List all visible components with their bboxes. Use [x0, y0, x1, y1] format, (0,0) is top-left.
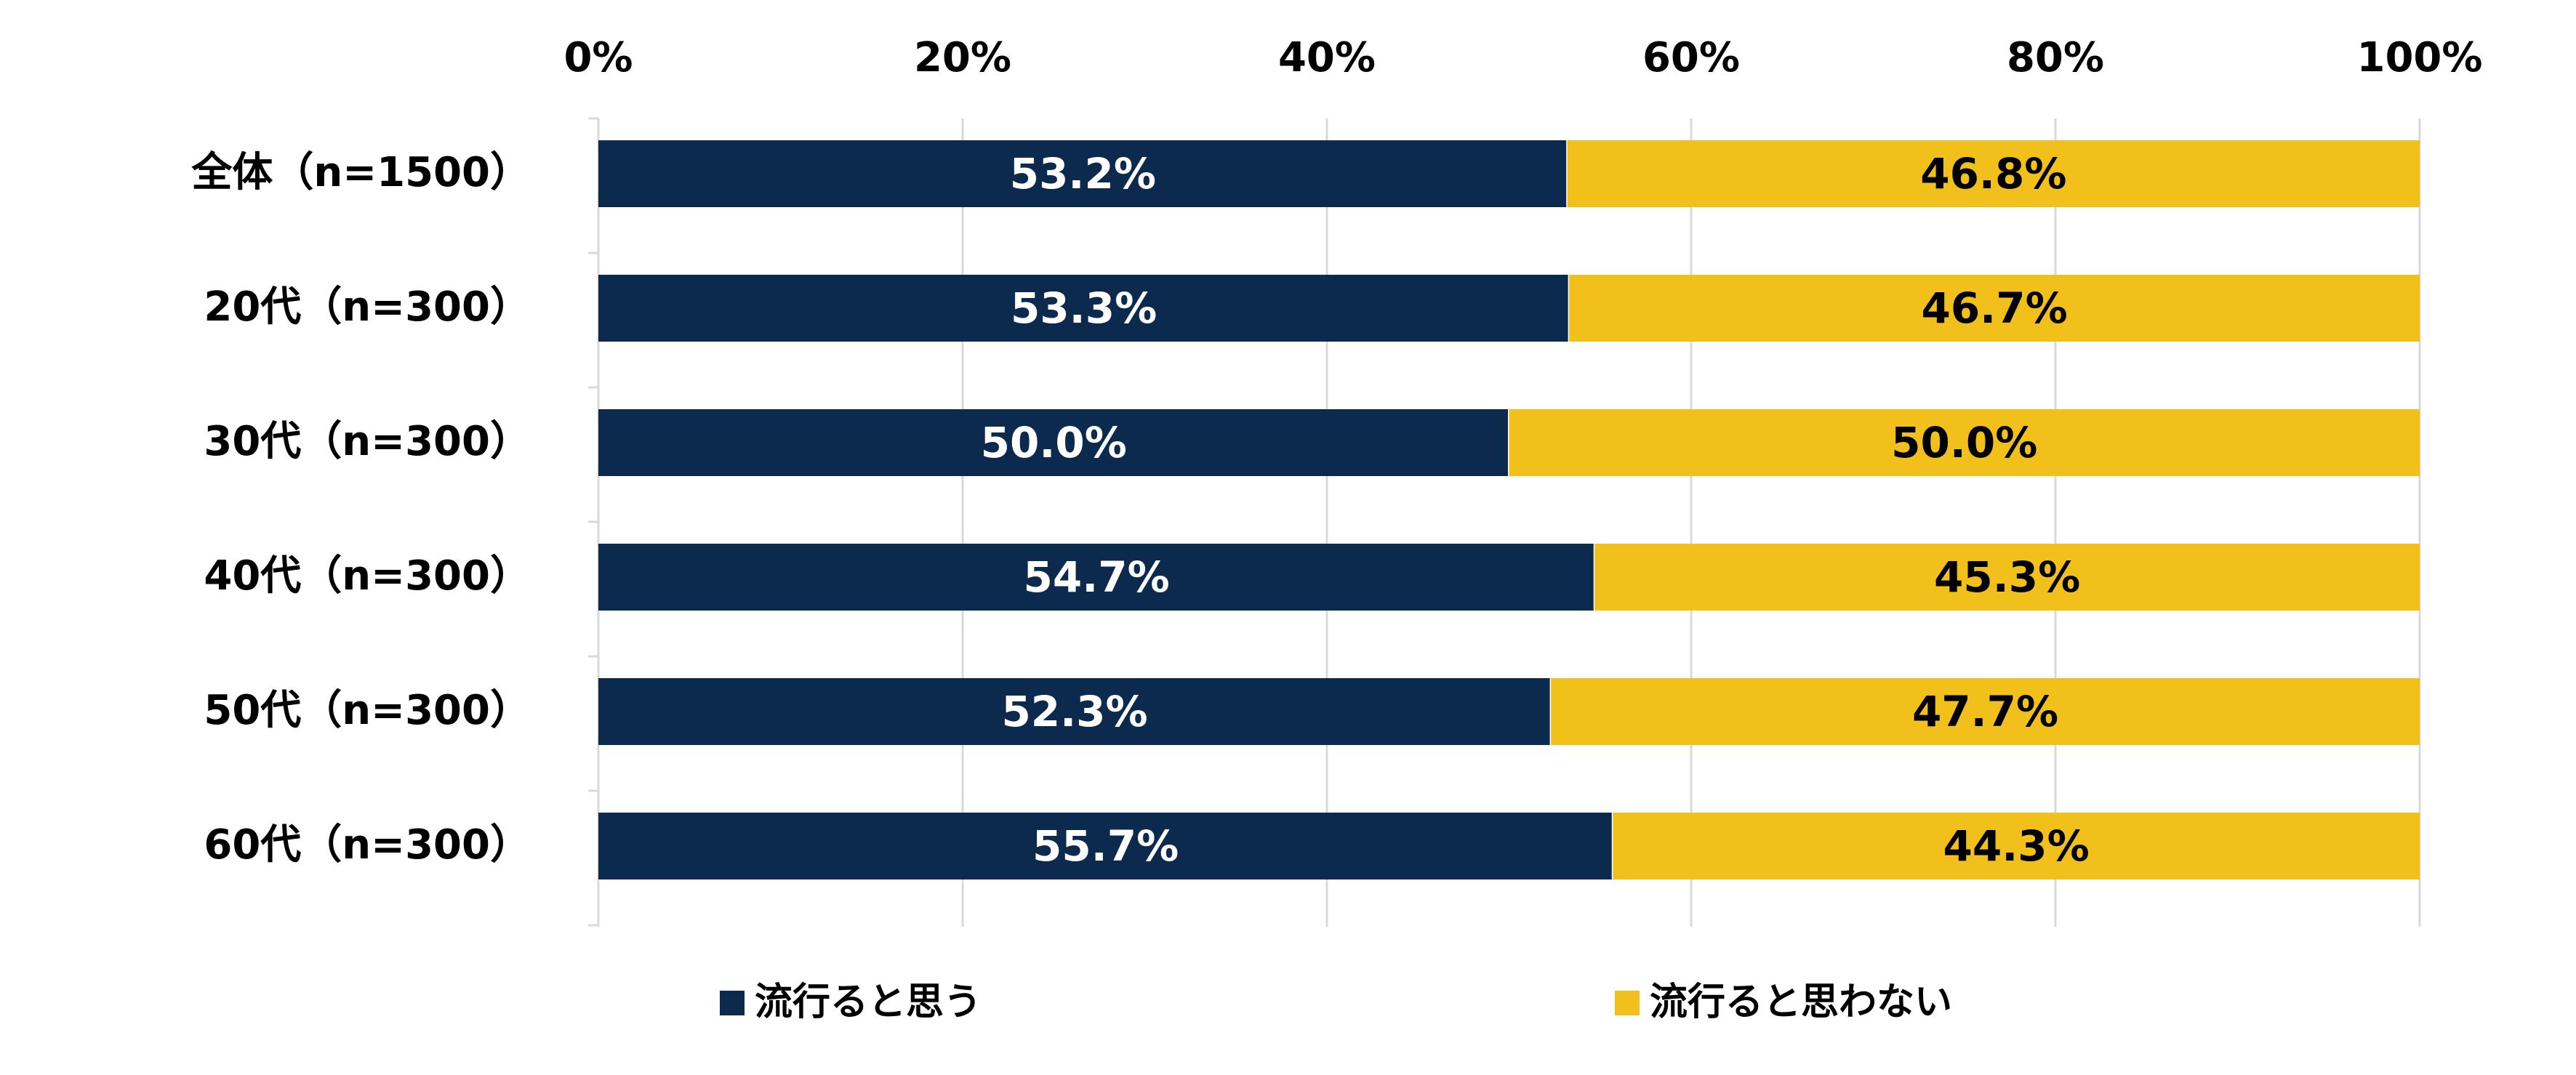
legend-label-0: 流行ると思う — [755, 981, 982, 1024]
category-labels: 全体（n=1500） 20代（n=300） 30代（n=300） 40代（n=300）… — [190, 149, 531, 869]
bar-yes-5 — [598, 813, 1613, 879]
category-label-4: 50代（n=300） — [204, 687, 531, 734]
category-label-2: 30代（n=300） — [204, 418, 531, 465]
category-label-3: 40代（n=300） — [204, 552, 531, 600]
legend-swatch-1 — [1615, 991, 1640, 1015]
bar-label-yes-4: 52.3% — [1001, 687, 1147, 736]
bar-no-1 — [1569, 275, 2420, 342]
bar-label-no-2: 50.0% — [1891, 418, 2037, 467]
x-tick-label-0: 0% — [563, 34, 633, 81]
x-tick-label-5: 100% — [2356, 34, 2482, 81]
x-tick-label-3: 60% — [1642, 34, 1740, 81]
legend-label-1: 流行ると思わない — [1650, 981, 1952, 1024]
bar-label-yes-3: 54.7% — [1024, 552, 1170, 602]
bar-label-yes-5: 55.7% — [1032, 821, 1179, 871]
category-label-0: 全体（n=1500） — [190, 149, 531, 196]
bar-data-labels: 53.2% 46.8% 53.3% 46.7% 50.0% 50.0% 54.7% 45.3%… — [981, 149, 2090, 871]
bar-yes-1 — [598, 275, 1570, 342]
bar-yes-3 — [598, 544, 1595, 611]
bar-no-3 — [1594, 544, 2420, 611]
bar-no-2 — [1509, 409, 2420, 476]
gridlines — [961, 118, 2421, 927]
legend: 流行ると思う 流行ると思わない — [720, 981, 1952, 1024]
bar-label-no-1: 46.7% — [1921, 283, 2067, 333]
category-label-5: 60代（n=300） — [204, 821, 531, 869]
bar-label-no-4: 47.7% — [1912, 687, 2058, 736]
x-tick-label-2: 40% — [1278, 34, 1376, 81]
x-tick-label-4: 80% — [2007, 34, 2104, 81]
bar-label-yes-0: 53.2% — [1010, 149, 1156, 198]
bar-label-no-3: 45.3% — [1934, 552, 2080, 602]
bar-yes-0 — [598, 140, 1568, 207]
bar-yes-4 — [598, 678, 1552, 745]
category-axis — [588, 117, 600, 927]
bar-label-no-5: 44.3% — [1943, 821, 2090, 871]
bar-yes-2 — [598, 409, 1509, 476]
bar-no-4 — [1551, 678, 2420, 745]
bar-no-5 — [1613, 813, 2420, 879]
bar-no-0 — [1567, 140, 2420, 207]
bar-label-yes-2: 50.0% — [981, 418, 1127, 467]
legend-swatch-0 — [720, 991, 745, 1015]
bar-label-yes-1: 53.3% — [1011, 283, 1157, 333]
bars — [598, 140, 2420, 879]
x-tick-label-1: 20% — [914, 34, 1011, 81]
x-tick-labels: 0% 20% 40% 60% 80% 100% — [563, 34, 2482, 81]
category-label-1: 20代（n=300） — [204, 283, 531, 331]
bar-label-no-0: 46.8% — [1920, 149, 2066, 198]
